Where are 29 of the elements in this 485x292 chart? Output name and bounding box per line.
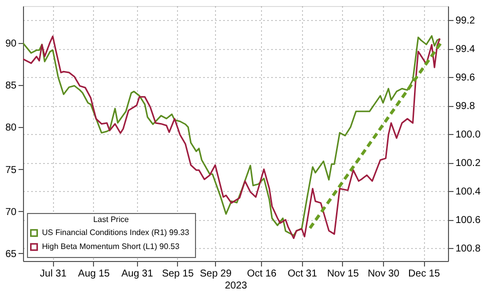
x-tick-label: Sep 29: [200, 268, 232, 280]
x-tick-label: Oct 16: [246, 268, 277, 280]
y2-tick-label: 100.6: [456, 215, 481, 226]
y-tick-label: 85: [5, 80, 17, 92]
x-tick-label: Jul 31: [40, 268, 68, 280]
y2-tick-label: 99.2: [456, 16, 476, 27]
x-tick-label: Sep 15: [162, 268, 194, 280]
y-tick-label: 90: [5, 38, 17, 50]
x-tick-label: Nov 15: [327, 268, 360, 280]
y2-tick-label: 99.4: [456, 44, 476, 56]
x-tick-label: Dec 15: [408, 268, 440, 280]
x-axis-title: 2023: [224, 280, 248, 292]
y2-tick-label: 99.8: [456, 101, 476, 112]
y-tick-label: 80: [5, 122, 17, 134]
legend-label: US Financial Conditions Index (R1) 99.33: [42, 228, 190, 237]
x-tick-label: Aug 31: [121, 268, 154, 280]
legend-title: Last Price: [93, 215, 130, 224]
y2-tick-label: 100.0: [456, 130, 481, 141]
y2-tick-label: 99.6: [456, 72, 476, 84]
x-tick-label: Oct 31: [288, 268, 318, 280]
y2-tick-label: 100.2: [456, 158, 481, 170]
legend-label: High Beta Momentum Short (L1) 90.53: [42, 242, 180, 251]
x-tick-label: Nov 30: [368, 268, 400, 280]
y-tick-label: 65: [5, 248, 17, 260]
y2-tick-label: 100.4: [456, 186, 481, 198]
y-tick-label: 75: [5, 164, 17, 176]
y2-tick-label: 100.8: [456, 244, 481, 255]
y-tick-label: 70: [5, 206, 17, 218]
x-tick-label: Aug 15: [78, 268, 110, 280]
